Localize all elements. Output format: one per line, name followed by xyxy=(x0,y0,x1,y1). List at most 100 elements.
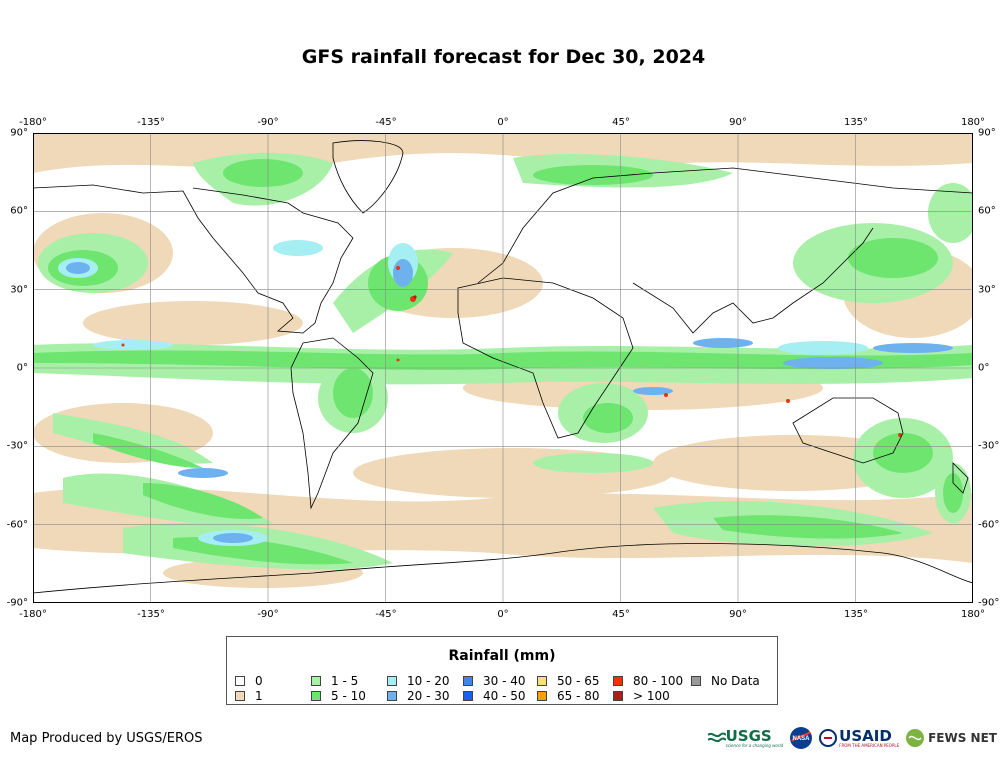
legend-swatch xyxy=(537,676,547,686)
lat-tick-left: 90° xyxy=(10,127,28,139)
usgs-logo: USGS science for a changing world xyxy=(707,726,784,748)
legend-item: 80 - 100 xyxy=(613,674,683,688)
legend-swatch xyxy=(463,691,473,701)
legend-swatch xyxy=(537,691,547,701)
legend-swatch xyxy=(613,676,623,686)
lat-tick-right: 30° xyxy=(978,284,996,296)
legend-item: 5 - 10 xyxy=(311,689,366,703)
legend-label: No Data xyxy=(711,674,760,688)
lon-tick-bottom: 90° xyxy=(729,609,747,620)
usaid-wordmark: USAID xyxy=(839,726,892,745)
lat-tick-right: 60° xyxy=(978,205,996,217)
usgs-tagline: science for a changing world xyxy=(725,742,784,748)
lon-tick-bottom: -135° xyxy=(137,609,165,620)
lon-tick-top: 135° xyxy=(843,117,869,128)
lon-tick-top: 45° xyxy=(612,117,630,128)
legend-swatch xyxy=(691,676,701,686)
legend-item: > 100 xyxy=(613,689,670,703)
rain-20to40-layer xyxy=(66,259,953,543)
antarctica-outline xyxy=(33,543,973,594)
legend-item: No Data xyxy=(691,674,760,688)
lat-tick-right: -60° xyxy=(978,519,1000,531)
legend-item: 20 - 30 xyxy=(387,689,450,703)
map-frame xyxy=(33,133,973,603)
nasa-logo: NASA xyxy=(789,726,813,750)
legend-title: Rainfall (mm) xyxy=(448,648,556,664)
legend-label: 0 xyxy=(255,674,263,688)
legend-item: 30 - 40 xyxy=(463,674,526,688)
africa-outline xyxy=(457,277,634,439)
legend-swatch xyxy=(235,676,245,686)
legend-swatch xyxy=(387,676,397,686)
legend-label: 50 - 65 xyxy=(557,674,600,688)
map-title: GFS rainfall forecast for Dec 30, 2024 xyxy=(301,46,706,68)
graticule xyxy=(33,133,973,603)
lon-tick-top: -45° xyxy=(375,117,397,128)
legend-swatch xyxy=(235,691,245,701)
legend: Rainfall (mm) 0 1 1 - 5 5 - 10 10 - 20 2… xyxy=(226,636,778,705)
legend-label: 10 - 20 xyxy=(407,674,450,688)
legend-swatch xyxy=(387,691,397,701)
lat-tick-left: -60° xyxy=(6,519,28,531)
lon-tick-top: -135° xyxy=(137,117,165,128)
lat-tick-right: -90° xyxy=(978,597,1000,609)
fews-globe-icon xyxy=(906,729,925,747)
nasa-meatball-icon: NASA xyxy=(790,727,813,749)
rainfall-map[interactable] xyxy=(33,133,973,603)
legend-label: 5 - 10 xyxy=(331,689,366,703)
legend-item: 50 - 65 xyxy=(537,674,600,688)
lon-tick-bottom: 45° xyxy=(612,609,630,620)
logo-bar: USGS science for a changing world NASA U… xyxy=(702,726,997,750)
south-america-outline xyxy=(290,337,374,510)
rain-heavy-spots xyxy=(121,266,902,437)
lon-tick-top: -180° xyxy=(19,117,47,128)
legend-item: 65 - 80 xyxy=(537,689,600,703)
lon-tick-bottom: -180° xyxy=(19,609,47,620)
greenland-outline xyxy=(332,140,404,214)
legend-swatch xyxy=(613,691,623,701)
lat-tick-left: -90° xyxy=(6,597,28,609)
legend-label: > 100 xyxy=(633,689,670,703)
legend-item: 1 - 5 xyxy=(311,674,358,688)
lon-tick-top: 180° xyxy=(960,117,986,128)
legend-label: 80 - 100 xyxy=(633,674,684,688)
legend-swatch xyxy=(311,691,321,701)
usaid-seal-icon xyxy=(819,729,838,747)
lon-tick-bottom: -90° xyxy=(257,609,279,620)
map-credit: Map Produced by USGS/EROS xyxy=(10,731,203,746)
coastlines xyxy=(33,140,973,594)
lon-tick-top: -90° xyxy=(257,117,279,128)
legend-label: 65 - 80 xyxy=(557,689,600,703)
legend-label: 20 - 30 xyxy=(407,689,450,703)
legend-label: 1 xyxy=(255,689,263,703)
lon-tick-bottom: 0° xyxy=(497,609,509,620)
usaid-logo: USAID FROM THE AMERICAN PEOPLE xyxy=(819,726,900,748)
lon-tick-bottom: -45° xyxy=(375,609,397,620)
nasa-wordmark: NASA xyxy=(793,736,811,742)
australia-outline xyxy=(792,397,904,464)
lat-tick-right: 90° xyxy=(978,127,996,139)
lat-tick-left: 0° xyxy=(16,362,28,374)
lon-tick-bottom: 135° xyxy=(843,609,869,620)
legend-swatch xyxy=(311,676,321,686)
fews-net-logo: FEWS NET xyxy=(905,728,997,748)
lon-tick-bottom: 180° xyxy=(960,609,986,620)
lat-tick-left: 30° xyxy=(10,284,28,296)
usaid-tagline: FROM THE AMERICAN PEOPLE xyxy=(839,742,900,748)
lat-tick-left: 60° xyxy=(10,205,28,217)
legend-label: 40 - 50 xyxy=(483,689,526,703)
lat-tick-left: -30° xyxy=(6,440,28,452)
legend-swatch xyxy=(463,676,473,686)
legend-item: 1 xyxy=(235,689,263,703)
legend-item: 0 xyxy=(235,674,263,688)
lon-tick-top: 0° xyxy=(497,117,509,128)
legend-item: 40 - 50 xyxy=(463,689,526,703)
usgs-wave-icon xyxy=(707,732,726,743)
legend-label: 30 - 40 xyxy=(483,674,526,688)
usgs-wordmark: USGS xyxy=(725,726,772,745)
lat-tick-right: -30° xyxy=(978,440,1000,452)
legend-item: 10 - 20 xyxy=(387,674,450,688)
lat-tick-right: 0° xyxy=(978,362,990,374)
legend-label: 1 - 5 xyxy=(331,674,359,688)
lon-tick-top: 90° xyxy=(729,117,747,128)
